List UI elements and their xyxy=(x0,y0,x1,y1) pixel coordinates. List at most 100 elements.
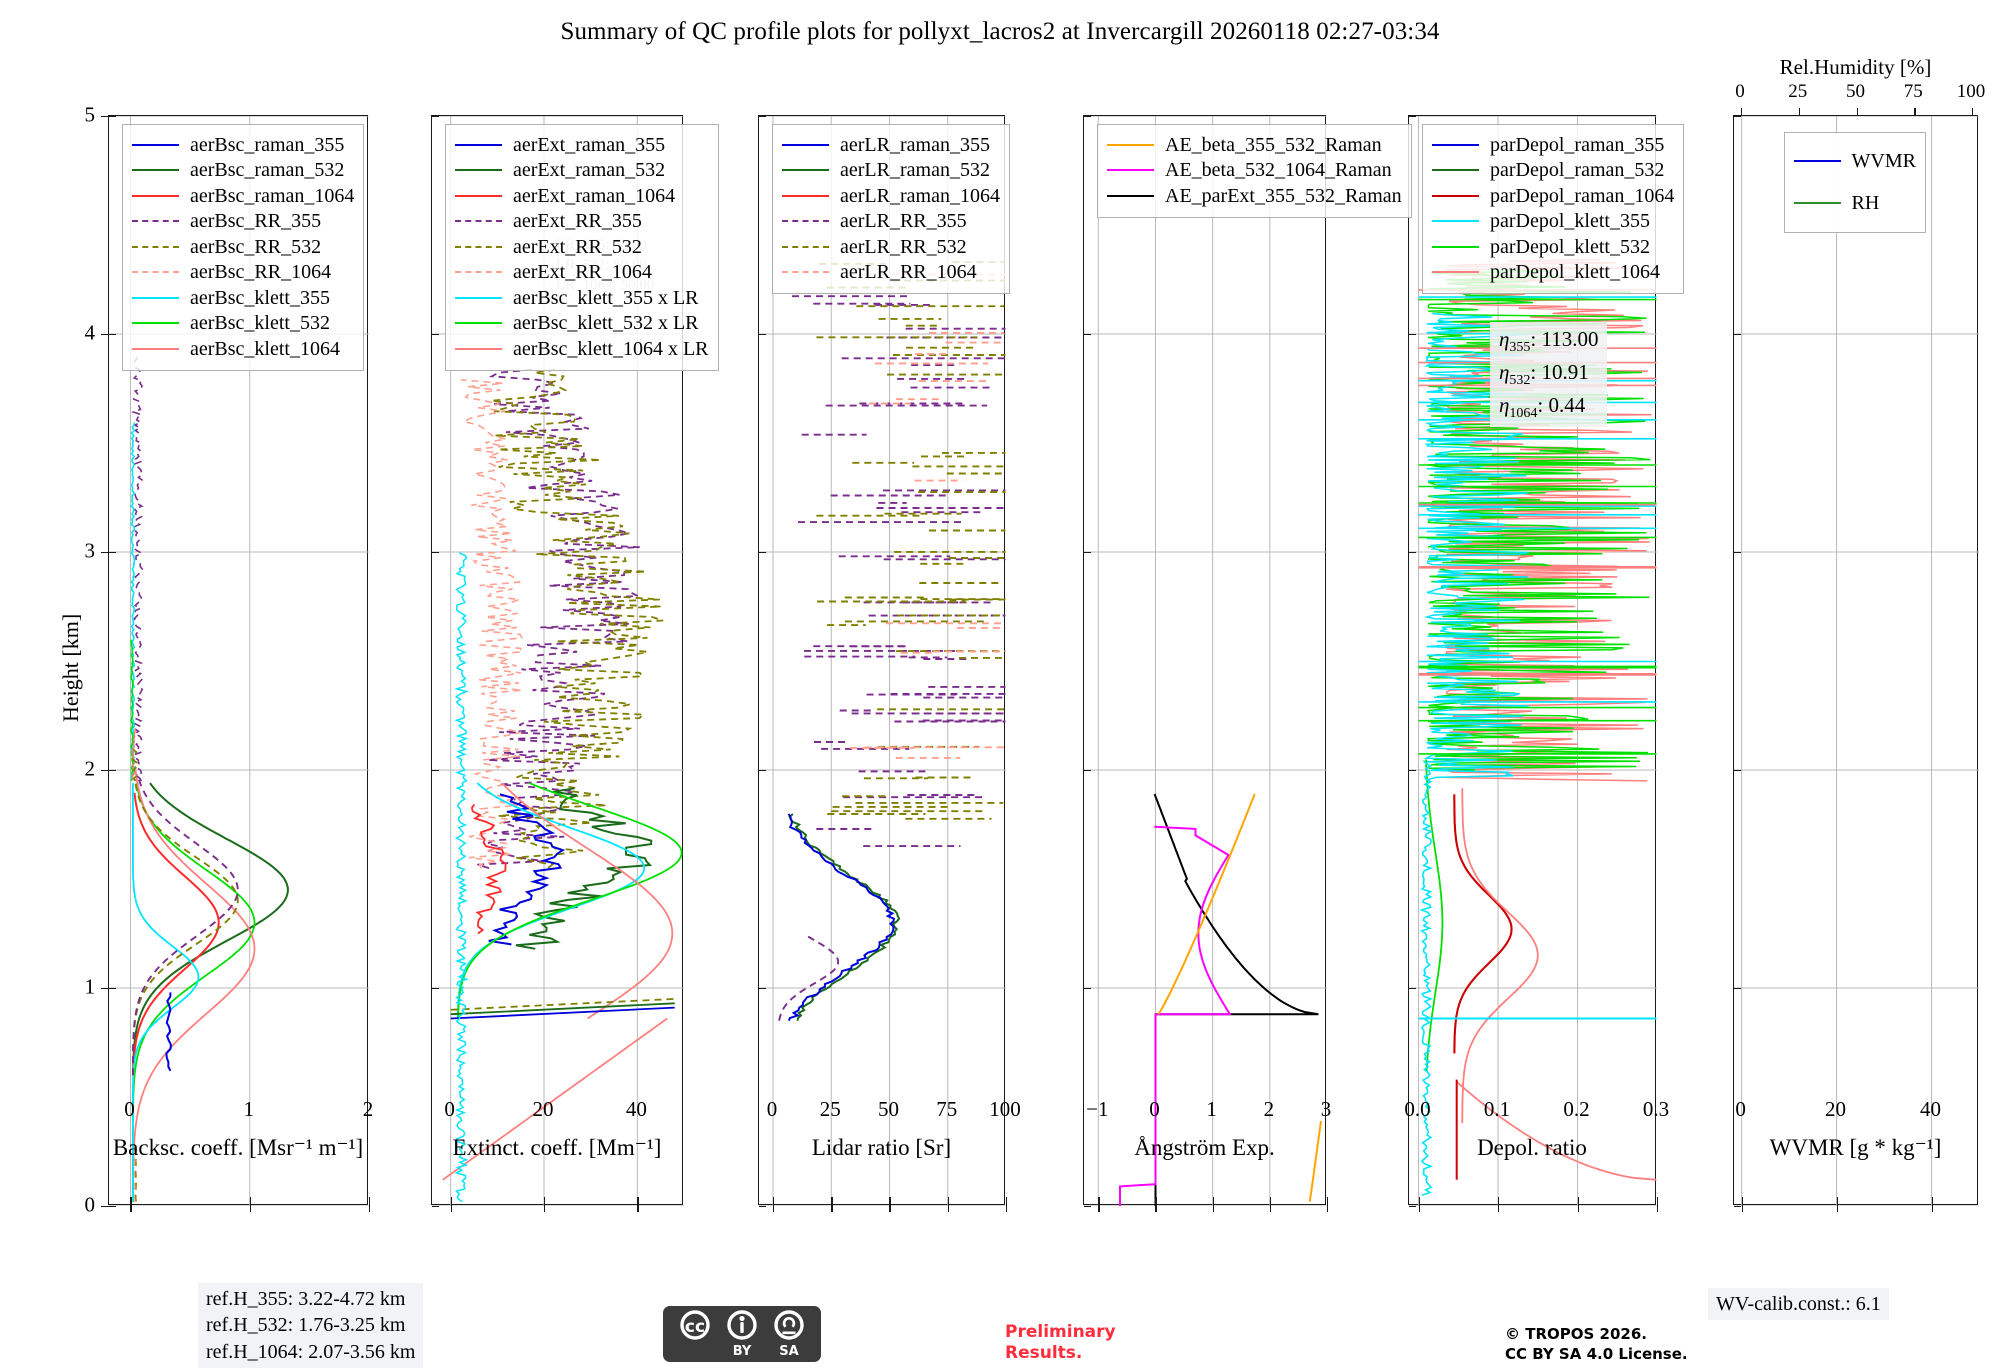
legend-item[interactable]: aerExt_raman_532 xyxy=(455,158,709,184)
legend-item[interactable]: parDepol_klett_1064 xyxy=(1432,260,1674,286)
legend-item[interactable]: aerBsc_klett_532 x LR xyxy=(455,311,709,337)
x-tick-inner xyxy=(1006,1197,1008,1204)
legend-item[interactable]: aerExt_raman_1064 xyxy=(455,183,709,209)
top-x-tick-label: 100 xyxy=(1956,81,1986,102)
x-tick-inner xyxy=(1498,1197,1500,1204)
x-axis-title-lidarratio: Lidar ratio [Sr] xyxy=(811,1135,952,1160)
x-tick-inner xyxy=(1269,1197,1272,1204)
plot-panel-wvmr xyxy=(1733,108,1979,1212)
x-tick-inner xyxy=(369,1197,371,1204)
x-tick-label: 40 xyxy=(1920,1097,1942,1121)
legend-item[interactable]: aerLR_raman_532 xyxy=(782,158,1000,184)
legend-item[interactable]: aerBsc_klett_532 xyxy=(132,311,354,337)
legend-item[interactable]: aerBsc_klett_1064 x LR xyxy=(455,336,709,362)
series-line xyxy=(778,933,840,1021)
x-tick-label: 1 xyxy=(1206,1097,1217,1121)
series-line xyxy=(132,769,256,1202)
legend-item[interactable]: aerExt_RR_1064 xyxy=(455,260,709,286)
legend-swatch-rhgreen xyxy=(1793,202,1841,204)
y-tick-label: 4 xyxy=(84,320,96,345)
legend-item[interactable]: WVMR xyxy=(1793,140,1916,182)
x-tick-backsc xyxy=(249,1204,252,1212)
legend-item[interactable]: parDepol_raman_532 xyxy=(1432,158,1674,184)
legend-label: aerExt_RR_355 xyxy=(513,210,642,233)
legend-item[interactable]: aerLR_RR_532 xyxy=(782,234,1000,260)
legend-item[interactable]: aerBsc_RR_1064 xyxy=(132,260,354,286)
legend-item[interactable]: aerBsc_raman_355 xyxy=(132,132,354,158)
legend-item[interactable]: AE_beta_355_532_Raman xyxy=(1107,132,1402,158)
top-x-tick-label: 50 xyxy=(1846,81,1865,102)
series-line xyxy=(134,1142,138,1202)
legend-item[interactable]: parDepol_klett_532 xyxy=(1432,234,1674,260)
legend-swatch-black xyxy=(1107,194,1154,197)
x-tick-inner xyxy=(831,1197,833,1204)
eta-row: η355: 113.00 xyxy=(1499,327,1599,356)
y-tick-inner xyxy=(1084,116,1091,118)
series-line xyxy=(131,728,137,782)
legend-item[interactable]: parDepol_klett_355 xyxy=(1432,209,1674,235)
y-tick-inner xyxy=(759,770,766,772)
legend-item[interactable]: parDepol_raman_355 xyxy=(1432,132,1674,158)
x-tick-label: 75 xyxy=(936,1097,958,1121)
legend-extinct: aerExt_raman_355 aerExt_raman_532 aerExt_r… xyxy=(445,124,719,371)
legend-swatch-green xyxy=(1432,169,1479,172)
legend-item[interactable]: aerBsc_raman_1064 xyxy=(132,183,354,209)
legend-swatch-olive xyxy=(782,245,829,248)
legend-item[interactable]: aerLR_RR_1064 xyxy=(782,260,1000,286)
x-tick-angstrom xyxy=(1327,1204,1329,1212)
legend-item[interactable]: aerBsc_RR_532 xyxy=(132,234,354,260)
x-tick-label: 0 xyxy=(766,1097,778,1121)
legend-swatch-darkred xyxy=(1432,194,1479,197)
series-line xyxy=(501,782,674,1020)
legend-item[interactable]: aerLR_RR_355 xyxy=(782,209,1000,235)
legend-item[interactable]: aerBsc_raman_532 xyxy=(132,158,354,184)
x-tick-angstrom xyxy=(1269,1204,1272,1212)
legend-label: aerBsc_raman_1064 xyxy=(190,184,355,207)
series-line xyxy=(1419,760,1434,1196)
legend-label: aerExt_raman_532 xyxy=(513,159,666,182)
eta-row: η1064: 0.44 xyxy=(1499,392,1586,422)
legend-item[interactable]: aerBsc_RR_355 xyxy=(132,209,354,235)
y-tick-label: 1 xyxy=(84,974,96,999)
y-tick-label: 5 xyxy=(84,102,96,127)
legend-item[interactable]: aerExt_RR_355 xyxy=(455,209,709,235)
x-tick-lidarratio xyxy=(831,1204,833,1212)
series-line xyxy=(131,774,239,1076)
top-x-tick xyxy=(1972,108,1974,116)
x-tick-label: 0.0 xyxy=(1404,1097,1431,1121)
legend-item[interactable]: RH xyxy=(1793,182,1916,224)
legend-item[interactable]: aerExt_RR_532 xyxy=(455,234,709,260)
x-tick-label: 20 xyxy=(532,1097,554,1121)
legend-item[interactable]: parDepol_raman_1064 xyxy=(1432,183,1674,209)
legend-label: aerExt_raman_355 xyxy=(513,133,666,156)
legend-label: aerLR_raman_355 xyxy=(840,133,990,156)
legend-item[interactable]: AE_beta_532_1064_Raman xyxy=(1107,158,1402,184)
x-tick-label: −1 xyxy=(1086,1097,1109,1121)
legend-label: AE_beta_532_1064_Raman xyxy=(1165,159,1392,182)
legend-item[interactable]: aerExt_raman_355 xyxy=(455,132,709,158)
y-tick-inner xyxy=(432,988,439,990)
y-tick-label: 2 xyxy=(84,756,96,781)
legend-label: aerBsc_RR_1064 xyxy=(190,261,332,284)
top-x-tick xyxy=(1856,108,1858,116)
legend-item[interactable]: aerBsc_klett_355 x LR xyxy=(455,285,709,311)
legend-item[interactable]: aerLR_raman_1064 xyxy=(782,183,1000,209)
series-line xyxy=(488,793,566,946)
legend-swatch-salmon xyxy=(782,271,829,274)
legend-swatch-lightred xyxy=(455,347,502,350)
legend-item[interactable]: aerBsc_klett_1064 xyxy=(132,336,354,362)
series-line xyxy=(132,792,220,1071)
legend-item[interactable]: aerBsc_klett_355 xyxy=(132,285,354,311)
y-tick-inner xyxy=(1734,988,1741,990)
x-tick-label: 100 xyxy=(989,1097,1021,1121)
y-tick-label: 3 xyxy=(84,538,96,563)
legend-item[interactable]: AE_parExt_355_532_Raman xyxy=(1107,183,1402,209)
series-line xyxy=(788,813,901,1021)
series-line xyxy=(477,368,642,869)
eta-annotation: η355: 113.00 η532: 10.91 η1064: 0.44 xyxy=(1490,322,1608,427)
x-tick-inner xyxy=(1212,1197,1215,1204)
x-tick-depol xyxy=(1418,1204,1420,1212)
y-tick-inner xyxy=(1734,116,1741,118)
x-tick-extinct xyxy=(637,1204,639,1212)
legend-item[interactable]: aerLR_raman_355 xyxy=(782,132,1000,158)
